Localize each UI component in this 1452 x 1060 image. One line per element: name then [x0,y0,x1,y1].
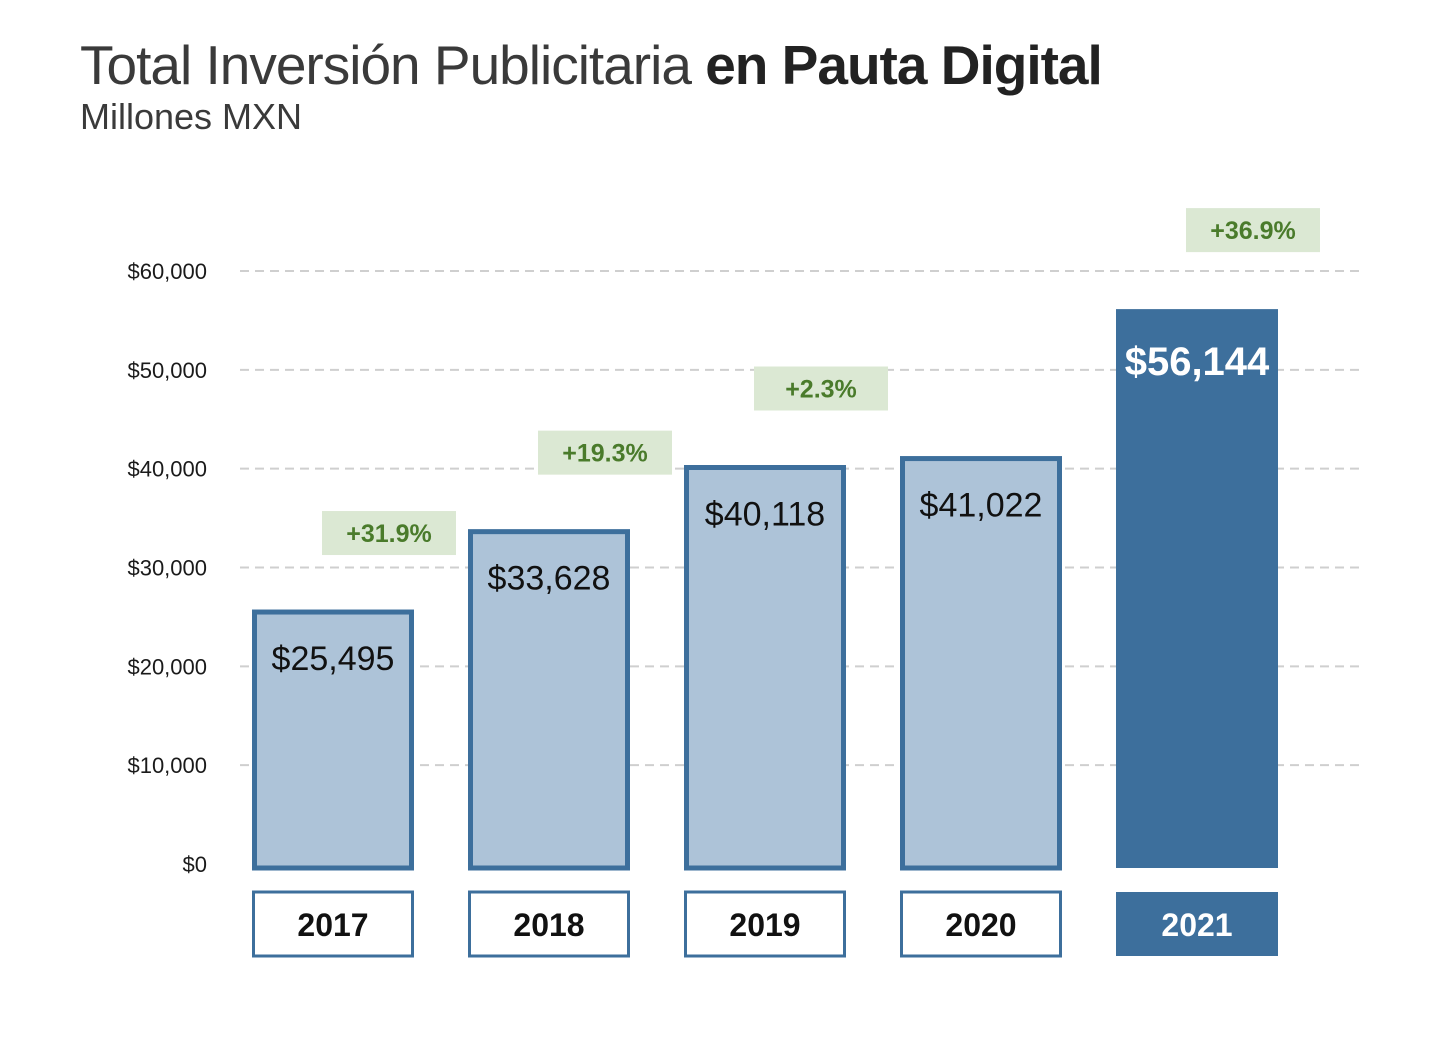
category-box-2019 [684,890,846,958]
category-box-2021 [1116,892,1278,956]
growth-label-2019: +2.3% [785,376,857,404]
y-tick-label: $10,000 [127,753,207,778]
category-box-2018 [468,890,630,958]
category-box-2017 [252,890,414,958]
y-tick-label: $60,000 [127,259,207,284]
data-label-2020: $41,022 [920,487,1043,525]
y-tick-label: $30,000 [127,556,207,581]
data-label-2017: $25,495 [272,640,395,678]
x-tick-label-2017: 2017 [297,907,368,943]
data-label-2021: $56,144 [1125,340,1270,384]
growth-label-2021: +36.9% [1210,217,1296,245]
data-label-2018: $33,628 [488,560,611,598]
bar-2017 [252,609,414,871]
x-tick-label-2018: 2018 [513,907,584,943]
y-tick-label: $0 [183,852,207,877]
growth-badge-2019 [754,366,888,411]
growth-badge-2017 [322,511,456,556]
chart-subtitle: Millones MXN [80,96,303,137]
y-tick-label: $20,000 [127,654,207,679]
bar-2020 [900,456,1062,871]
y-tick-label: $40,000 [127,457,207,482]
title-bold-part: en Pauta Digital [705,34,1103,96]
chart-title-block: Total Inversión Publicitaria en Pauta Di… [80,32,1103,138]
bar-2018 [468,529,630,871]
growth-label-2018: +19.3% [562,440,648,468]
growth-label-2017: +31.9% [346,520,432,548]
x-tick-label-2021: 2021 [1161,907,1232,943]
growth-badge-2018 [538,430,672,475]
bar-2019 [684,465,846,871]
chart-title: Total Inversión Publicitaria en Pauta Di… [80,32,1103,98]
category-box-2020 [900,890,1062,958]
title-light-part: Total Inversión Publicitaria [80,34,692,96]
growth-badge-2021 [1186,208,1320,253]
x-tick-label-2019: 2019 [729,907,800,943]
x-tick-label-2020: 2020 [945,907,1016,943]
y-tick-label: $50,000 [127,358,207,383]
data-label-2019: $40,118 [705,496,825,534]
bar-2021 [1116,309,1278,869]
